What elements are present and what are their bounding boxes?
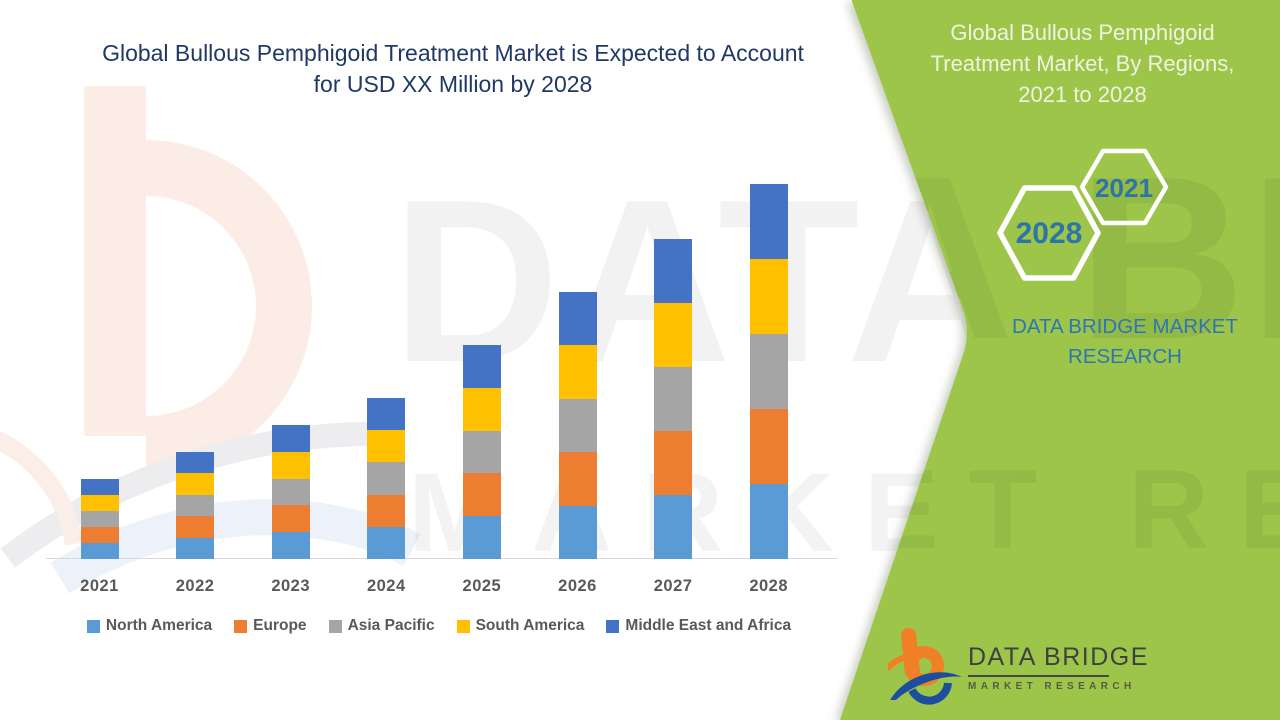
legend-label: South America: [475, 617, 585, 634]
bar-segment-2028-asia-pacific: [749, 334, 788, 409]
bar-segment-2027-europe: [654, 431, 693, 495]
databridge-logo-icon: [888, 627, 962, 705]
bar-segment-2024-north-america: [367, 526, 406, 559]
legend-item-middle-east-and-africa: Middle East and Africa: [606, 617, 791, 635]
bar-segment-2025-north-america: [462, 516, 501, 559]
bar-segment-2022-asia-pacific: [176, 494, 215, 517]
x-axis-label-2028: 2028: [749, 577, 789, 595]
x-axis-label-2024: 2024: [366, 577, 406, 595]
legend-item-north-america: North America: [86, 617, 213, 635]
databridge-logo: DATA BRIDGE MARKET RESEARCH: [888, 626, 1147, 710]
bar-segment-2022-south-america: [176, 473, 215, 495]
bar-segment-2021-middle-east-and-africa: [80, 479, 119, 495]
bar-segment-2028-south-america: [749, 259, 788, 334]
logo-underline: [968, 675, 1109, 677]
bar-2023: [271, 425, 310, 559]
chart-title-line2: for USD XX Million by 2028: [313, 71, 593, 97]
logo-name: DATA BRIDGE: [968, 643, 1149, 671]
brand-name-text: DATA BRIDGE MARKET RESEARCH: [975, 312, 1275, 372]
legend-label: North America: [105, 617, 213, 634]
x-axis-label-2021: 2021: [80, 577, 119, 595]
bar-segment-2023-europe: [271, 505, 310, 533]
x-axis-line: [46, 558, 838, 559]
bar-segment-2024-europe: [367, 494, 406, 527]
bar-segment-2022-middle-east-and-africa: [176, 452, 215, 474]
panel-title-line2: Treatment Market, By Regions,: [930, 51, 1235, 76]
bar-2024: [367, 398, 406, 559]
legend-marker-icon: [456, 619, 470, 633]
bar-2026: [558, 292, 597, 559]
bar-2027: [654, 239, 693, 559]
chart-title-line1: Global Bullous Pemphigoid Treatment Mark…: [102, 40, 804, 66]
x-axis-label-2027: 2027: [653, 577, 693, 595]
bar-segment-2027-middle-east-and-africa: [654, 239, 693, 303]
watermark-research-text-on-green: MARKET RESEARCH: [408, 447, 1280, 572]
legend-label: Europe: [253, 617, 307, 634]
x-axis-label-2025: 2025: [462, 577, 502, 595]
bar-segment-2021-europe: [80, 527, 119, 543]
bar-segment-2027-north-america: [654, 495, 693, 559]
bar-segment-2028-middle-east-and-africa: [749, 184, 788, 259]
bar-segment-2026-middle-east-and-africa: [558, 292, 597, 346]
bar-2025: [462, 345, 501, 559]
bar-segment-2027-south-america: [654, 303, 693, 367]
bar-segment-2022-europe: [176, 516, 215, 538]
bar-segment-2028-north-america: [749, 484, 788, 559]
bar-segment-2024-south-america: [367, 430, 406, 463]
brand-name-line1: DATA BRIDGE MARKET: [1012, 315, 1238, 338]
legend-marker-icon: [606, 619, 620, 633]
bar-segment-2023-asia-pacific: [271, 478, 310, 506]
hexagon-label-2021: 2021: [1095, 173, 1153, 203]
legend-label: Middle East and Africa: [625, 617, 792, 634]
bar-segment-2026-south-america: [558, 345, 597, 399]
bar-segment-2021-south-america: [80, 495, 119, 511]
bar-segment-2024-middle-east-and-africa: [367, 398, 406, 431]
bar-segment-2025-asia-pacific: [462, 430, 501, 474]
x-axis-label-2022: 2022: [175, 577, 215, 595]
legend-marker-icon: [328, 619, 342, 633]
bar-segment-2026-asia-pacific: [558, 398, 597, 453]
bar-segment-2025-middle-east-and-africa: [462, 345, 501, 388]
panel-title-line1: Global Bullous Pemphigoid: [950, 20, 1215, 45]
hexagon-label-2028: 2028: [1015, 217, 1083, 250]
bar-segment-2025-europe: [462, 473, 501, 517]
legend-item-south-america: South America: [456, 617, 585, 635]
brand-name-line2: RESEARCH: [1068, 345, 1182, 368]
legend-marker-icon: [234, 619, 248, 633]
chart-legend: North America Europe Asia Pacific South Ame…: [55, 617, 823, 635]
bar-segment-2024-asia-pacific: [367, 462, 406, 495]
bar-segment-2023-south-america: [271, 451, 310, 479]
bar-segment-2026-north-america: [558, 505, 597, 559]
bar-2028: [749, 184, 788, 559]
legend-marker-icon: [86, 619, 100, 633]
bar-segment-2027-asia-pacific: [654, 367, 693, 431]
bar-2022: [176, 452, 215, 559]
bar-segment-2023-north-america: [271, 532, 310, 559]
bar-2021: [80, 479, 119, 559]
x-axis-label-2026: 2026: [558, 577, 597, 595]
legend-label: Asia Pacific: [347, 617, 435, 634]
bar-segment-2025-south-america: [462, 387, 501, 431]
panel-title-line3: 2021 to 2028: [1018, 82, 1147, 107]
bar-segment-2023-middle-east-and-africa: [271, 425, 310, 452]
x-axis-label-2023: 2023: [271, 577, 311, 595]
bar-segment-2028-europe: [749, 409, 788, 484]
panel-title: Global Bullous Pemphigoid Treatment Mark…: [880, 17, 1280, 110]
logo-subtitle: MARKET RESEARCH: [968, 681, 1136, 692]
chart-title: Global Bullous Pemphigoid Treatment Mark…: [62, 38, 844, 100]
legend-item-europe: Europe: [234, 617, 307, 635]
legend-item-asia-pacific: Asia Pacific: [328, 617, 435, 635]
bar-segment-2021-north-america: [80, 543, 119, 559]
bar-segment-2021-asia-pacific: [80, 511, 119, 527]
bar-segment-2022-north-america: [176, 537, 215, 559]
bar-segment-2026-europe: [558, 452, 597, 506]
